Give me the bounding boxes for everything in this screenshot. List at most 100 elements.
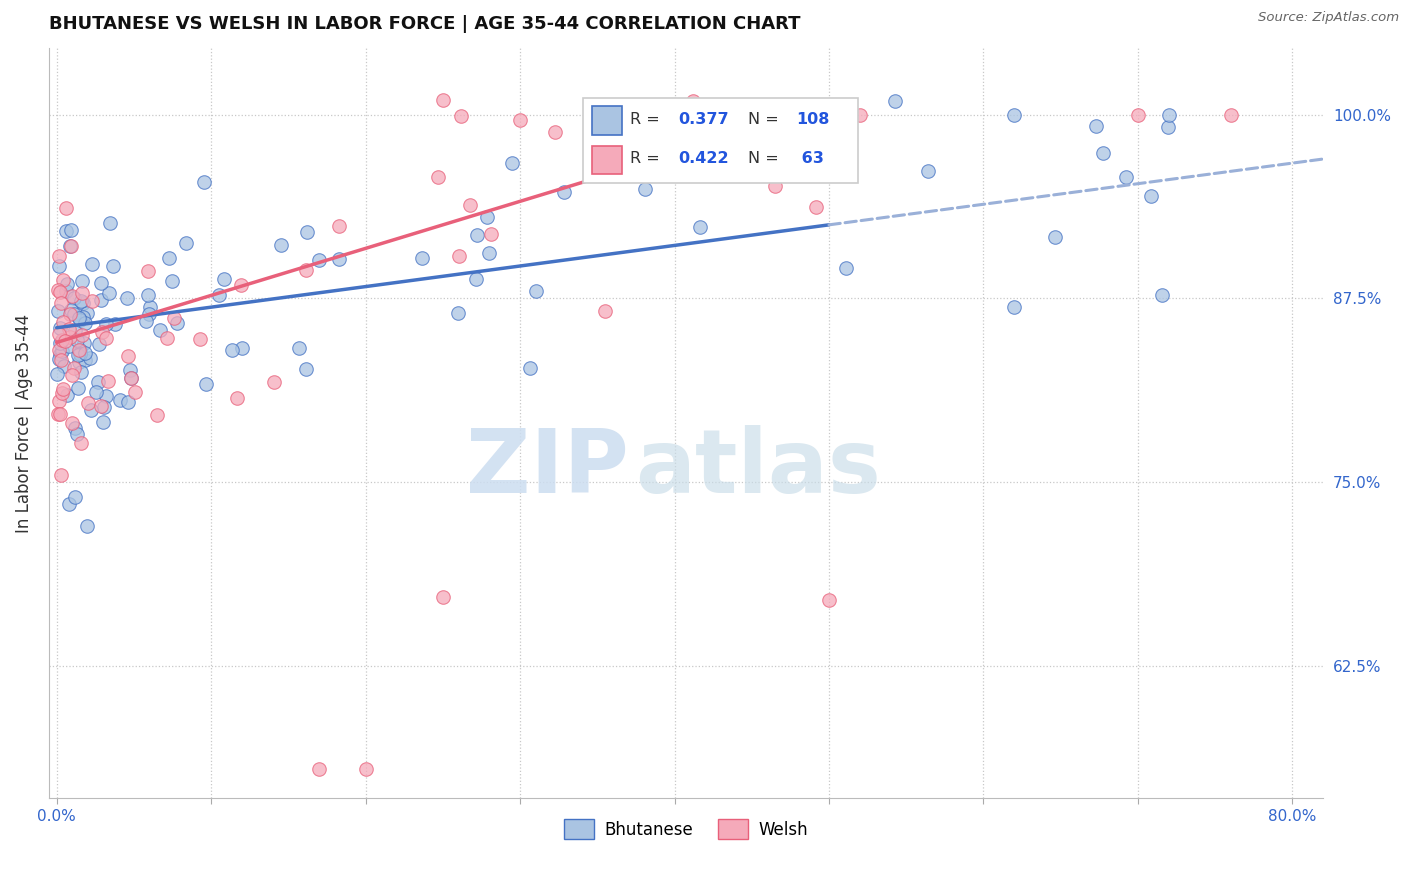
Point	[883, 94, 905, 108]
Point	[62, 307, 84, 321]
Point	[48, 260, 70, 274]
Point	[51, 343, 73, 358]
Point	[90, 276, 112, 290]
Point	[1084, 119, 1107, 133]
Point	[231, 342, 253, 356]
Point	[1115, 170, 1137, 185]
Point	[62, 288, 84, 302]
Point	[90, 326, 112, 340]
Point	[427, 170, 450, 185]
Point	[156, 331, 179, 345]
Point	[593, 303, 616, 318]
Point	[682, 94, 704, 108]
Point	[195, 377, 218, 392]
Point	[149, 323, 172, 337]
Point	[70, 328, 93, 343]
Point	[120, 370, 142, 384]
Point	[72, 336, 94, 351]
Point	[90, 399, 112, 413]
Point	[67, 311, 90, 326]
Point	[162, 274, 184, 288]
Point	[157, 251, 180, 265]
Point	[69, 347, 91, 361]
Point	[689, 162, 711, 177]
Point	[449, 249, 471, 263]
Point	[288, 341, 311, 355]
Point	[1140, 189, 1163, 203]
Point	[295, 225, 318, 239]
Point	[66, 427, 89, 442]
Point	[63, 490, 86, 504]
Point	[138, 300, 160, 314]
Point	[93, 400, 115, 414]
Point	[48, 326, 70, 341]
Point	[53, 334, 76, 348]
Point	[90, 293, 112, 307]
Point	[69, 312, 91, 326]
Point	[120, 371, 142, 385]
Point	[614, 157, 637, 171]
Point	[263, 376, 285, 390]
Point	[59, 307, 82, 321]
Point	[63, 361, 86, 376]
Point	[46, 304, 69, 318]
Point	[59, 239, 82, 253]
Point	[55, 284, 77, 298]
Point	[695, 107, 717, 121]
Point	[108, 392, 131, 407]
Point	[818, 592, 841, 607]
Point	[804, 200, 827, 214]
Point	[60, 302, 83, 317]
Point	[478, 246, 501, 260]
Point	[834, 260, 856, 275]
Point	[59, 329, 82, 343]
Point	[76, 519, 98, 533]
Point	[48, 249, 70, 263]
Point	[146, 409, 169, 423]
Point	[94, 389, 117, 403]
Point	[467, 227, 489, 242]
Point	[49, 467, 72, 482]
Point	[221, 343, 243, 357]
Point	[67, 343, 90, 358]
Point	[117, 349, 139, 363]
Point	[174, 236, 197, 251]
Point	[226, 391, 249, 405]
Point	[1152, 288, 1174, 302]
Point	[80, 403, 103, 417]
Point	[104, 317, 127, 331]
Point	[69, 343, 91, 358]
Point	[63, 322, 86, 336]
Text: R =: R =	[630, 152, 665, 166]
Text: N =: N =	[748, 152, 785, 166]
Point	[87, 376, 110, 390]
Point	[917, 163, 939, 178]
Point	[51, 385, 73, 400]
Point	[55, 201, 77, 215]
Point	[117, 395, 139, 409]
Point	[49, 335, 72, 350]
Point	[66, 333, 89, 347]
Point	[1043, 229, 1066, 244]
Point	[70, 294, 93, 309]
Point	[544, 125, 567, 139]
Text: 0.422: 0.422	[678, 152, 728, 166]
Point	[501, 156, 523, 170]
Point	[79, 351, 101, 365]
Point	[188, 333, 211, 347]
Point	[49, 285, 72, 299]
Point	[89, 336, 111, 351]
Point	[481, 227, 503, 241]
Point	[135, 314, 157, 328]
Point	[66, 348, 89, 362]
Point	[818, 107, 841, 121]
Point	[97, 374, 120, 388]
Point	[56, 388, 79, 402]
Text: Source: ZipAtlas.com: Source: ZipAtlas.com	[1258, 11, 1399, 24]
Text: N =: N =	[748, 112, 785, 128]
Point	[98, 216, 121, 230]
Point	[94, 331, 117, 345]
Point	[60, 417, 83, 431]
Point	[52, 273, 75, 287]
Point	[1126, 107, 1149, 121]
